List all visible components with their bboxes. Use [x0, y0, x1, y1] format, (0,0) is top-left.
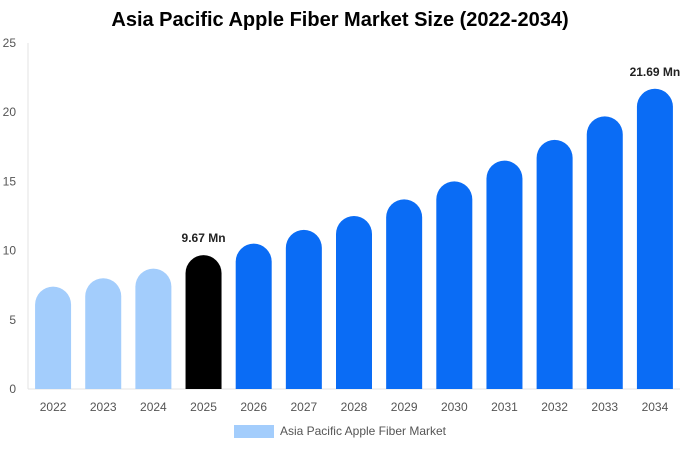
bar-2026	[235, 243, 272, 389]
bar-2027	[285, 229, 322, 389]
bar-2031	[486, 160, 523, 389]
bar-2034	[636, 88, 673, 390]
x-tick-label: 2029	[391, 400, 418, 414]
bar-2022	[35, 286, 72, 389]
bar-2030	[436, 181, 473, 389]
bar-2032	[536, 139, 573, 389]
x-axis: 2022 2023 2024 2025 2026 2027 2028 2029 2030 2031…	[28, 388, 680, 414]
x-tick-label: 2033	[591, 400, 618, 414]
x-tick-label: 2022	[40, 400, 67, 414]
bar-2029	[386, 199, 423, 389]
bar-2033	[586, 116, 623, 390]
bar-2024	[135, 268, 172, 389]
bar-2025	[185, 255, 222, 389]
x-tick-label: 2023	[90, 400, 117, 414]
legend-label: Asia Pacific Apple Fiber Market	[279, 424, 447, 438]
x-tick-label: 2028	[341, 400, 368, 414]
bar-2028	[336, 216, 372, 389]
y-axis: 0 5 10 15 20 25	[3, 36, 29, 396]
y-tick-label: 15	[3, 174, 17, 188]
x-tick-label: 2025	[190, 400, 217, 414]
x-tick-label: 2027	[290, 400, 317, 414]
y-tick-label: 5	[9, 313, 16, 327]
legend-swatch	[233, 424, 274, 438]
x-tick-label: 2032	[541, 400, 568, 414]
data-label-2034: 21.69 Mn	[630, 65, 680, 79]
y-tick-label: 10	[3, 244, 17, 258]
y-tick-label: 0	[9, 382, 16, 396]
x-tick-label: 2030	[441, 400, 468, 414]
y-tick-label: 25	[3, 36, 17, 50]
x-tick-label: 2024	[140, 400, 167, 414]
data-labels-group: 9.67 Mn 21.69 Mn	[182, 65, 680, 245]
x-tick-label: 2034	[642, 400, 669, 414]
data-label-2025: 9.67 Mn	[182, 231, 226, 245]
bar-2023	[85, 278, 122, 389]
x-tick-label: 2031	[491, 400, 518, 414]
bars-group	[35, 88, 673, 390]
x-tick-label: 2026	[240, 400, 267, 414]
legend: Asia Pacific Apple Fiber Market	[0, 424, 680, 438]
y-tick-label: 20	[3, 105, 17, 119]
chart-title: Asia Pacific Apple Fiber Market Size (20…	[111, 9, 569, 31]
